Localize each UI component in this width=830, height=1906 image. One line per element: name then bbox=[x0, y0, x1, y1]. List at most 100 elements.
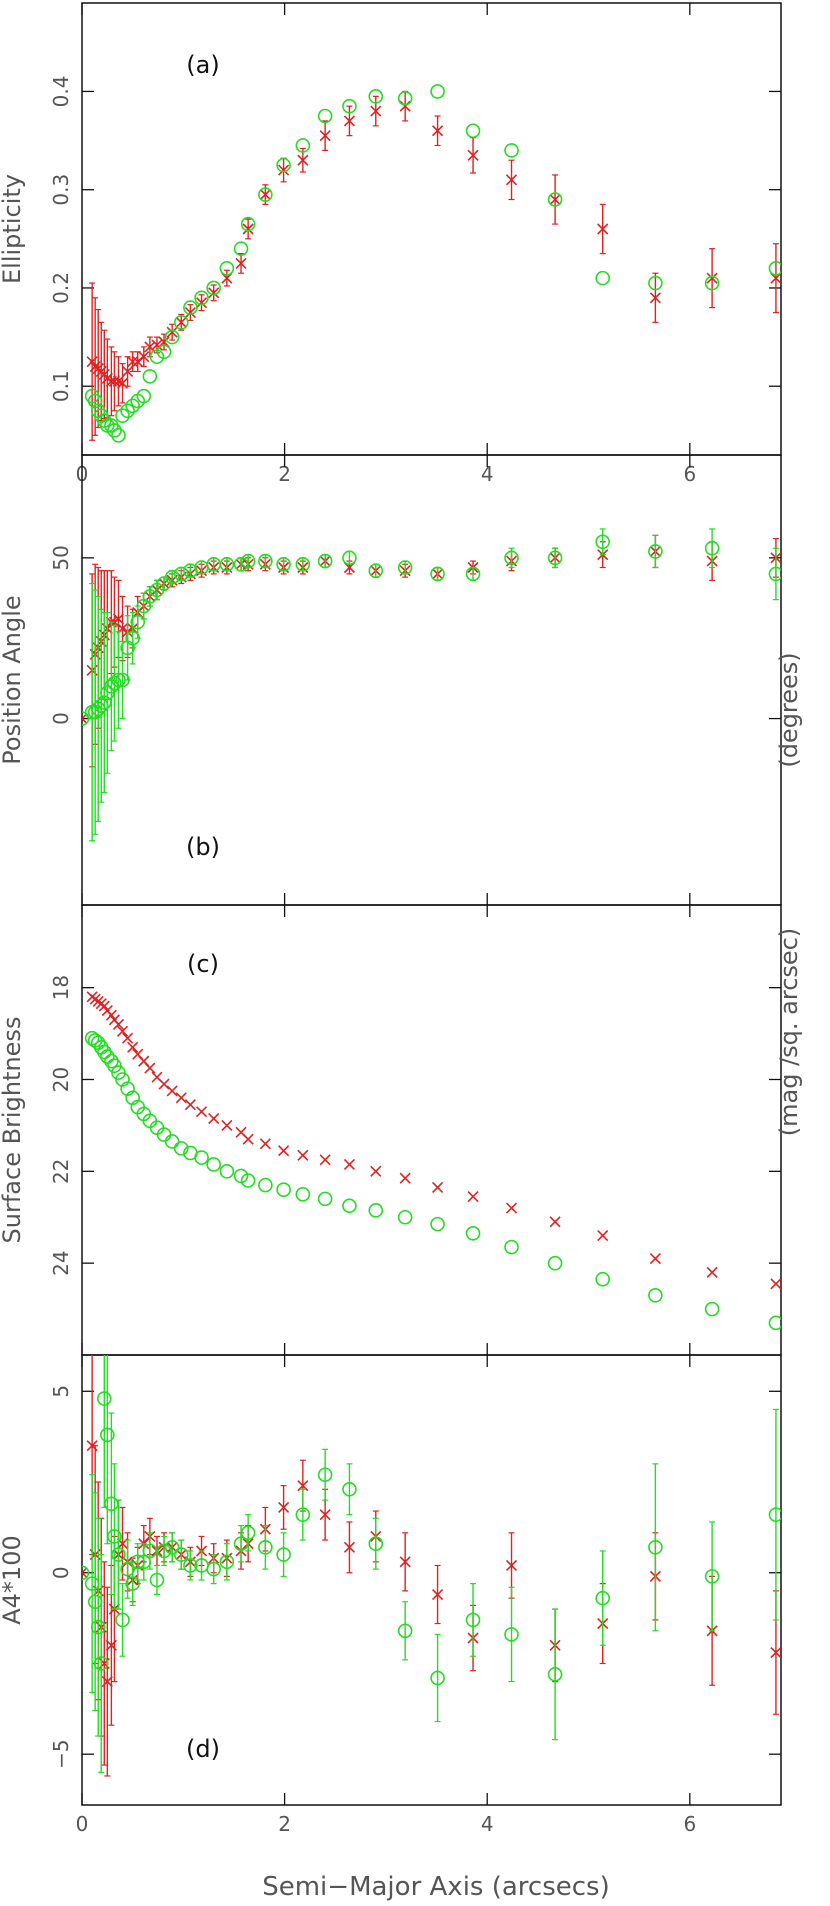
data-point-cross bbox=[127, 1041, 139, 1053]
data-point-circle bbox=[149, 1120, 165, 1136]
series-open-circle bbox=[84, 84, 781, 443]
data-point-cross bbox=[399, 1172, 411, 1184]
y-tick-label: 22 bbox=[49, 1159, 73, 1184]
data-point-circle bbox=[430, 1216, 445, 1232]
data-point-cross bbox=[399, 1556, 411, 1568]
data-point-circle bbox=[87, 393, 103, 409]
data-point-circle bbox=[240, 1173, 256, 1188]
data-point-cross bbox=[319, 1509, 331, 1521]
data-point-circle bbox=[156, 1127, 172, 1142]
data-point-cross bbox=[399, 100, 411, 112]
data-point-cross bbox=[208, 1112, 220, 1125]
data-point-circle bbox=[768, 1507, 781, 1522]
data-point-circle bbox=[233, 1168, 249, 1184]
data-point-circle bbox=[164, 1540, 180, 1555]
x-tick-label: 6 bbox=[683, 1812, 696, 1836]
data-point-cross bbox=[116, 1025, 129, 1037]
x-tick-label: 6 bbox=[683, 462, 696, 486]
data-point-circle bbox=[342, 550, 357, 566]
panels: 0.10.20.30.40 2 4 6Ellipticity(a)050Positio… bbox=[0, 2, 782, 1836]
data-point-circle bbox=[276, 1547, 291, 1562]
data-point-circle bbox=[317, 553, 333, 569]
data-point-circle bbox=[173, 1141, 189, 1156]
data-point-cross bbox=[112, 613, 125, 625]
data-point-cross bbox=[770, 1278, 781, 1290]
data-point-circle bbox=[240, 553, 256, 569]
y-tick-label: 5 bbox=[49, 1385, 73, 1398]
data-point-circle bbox=[183, 1558, 198, 1573]
data-point-circle bbox=[107, 1529, 122, 1544]
data-point-circle bbox=[704, 1569, 720, 1584]
data-point-cross bbox=[166, 1085, 178, 1097]
data-point-cross bbox=[278, 1145, 290, 1157]
data-point-circle bbox=[768, 261, 781, 276]
data-point-circle bbox=[120, 1561, 135, 1577]
data-point-circle bbox=[430, 566, 445, 582]
data-point-circle bbox=[595, 270, 611, 286]
data-point-cross bbox=[166, 326, 178, 338]
y-tick-label: 0 bbox=[49, 712, 73, 725]
data-point-cross bbox=[127, 356, 139, 368]
y-tick-label: 0.1 bbox=[49, 370, 73, 402]
data-layer bbox=[82, 1355, 781, 1777]
data-point-cross bbox=[122, 1032, 134, 1044]
data-point-circle bbox=[465, 566, 481, 582]
data-point-cross bbox=[158, 1078, 170, 1090]
data-point-cross bbox=[144, 341, 156, 353]
series-open-circle bbox=[82, 528, 781, 842]
data-point-cross bbox=[278, 164, 290, 176]
data-point-cross bbox=[706, 1266, 718, 1278]
panel-label: (c) bbox=[187, 950, 219, 978]
data-point-circle bbox=[276, 157, 291, 173]
x-tick-label: 2 bbox=[278, 1812, 291, 1836]
data-point-cross bbox=[370, 1165, 382, 1177]
data-point-circle bbox=[768, 566, 781, 582]
data-point-cross bbox=[597, 223, 609, 235]
data-point-cross bbox=[467, 149, 479, 161]
data-point-cross bbox=[343, 1158, 356, 1171]
data-point-circle bbox=[219, 261, 235, 276]
y-axis-label: Position Angle bbox=[0, 595, 26, 764]
data-point-circle bbox=[368, 563, 384, 579]
data-point-cross bbox=[297, 154, 309, 166]
data-point-circle bbox=[194, 1150, 209, 1165]
data-point-circle bbox=[295, 1186, 311, 1202]
data-point-cross bbox=[505, 174, 518, 186]
data-point-cross bbox=[259, 1138, 271, 1150]
data-point-circle bbox=[240, 1525, 256, 1541]
data-point-circle bbox=[219, 556, 235, 572]
data-point-circle bbox=[183, 300, 198, 315]
data-point-cross bbox=[297, 1480, 309, 1492]
x-tick-label: 2 bbox=[278, 462, 291, 486]
data-point-circle bbox=[317, 1191, 333, 1207]
data-point-circle bbox=[93, 1656, 109, 1671]
data-point-cross bbox=[144, 1062, 156, 1074]
data-point-cross bbox=[184, 306, 196, 319]
data-point-circle bbox=[164, 569, 180, 585]
data-point-cross bbox=[649, 1253, 661, 1265]
data-point-circle bbox=[206, 1157, 221, 1172]
data-point-cross bbox=[432, 1181, 444, 1193]
data-point-cross bbox=[278, 1501, 290, 1513]
data-point-circle bbox=[295, 556, 311, 572]
y-tick-label: 0.4 bbox=[49, 76, 73, 108]
data-point-circle bbox=[206, 280, 221, 296]
data-point-circle bbox=[107, 423, 122, 438]
data-point-cross bbox=[195, 297, 208, 309]
data-point-circle bbox=[219, 1164, 235, 1179]
data-point-circle bbox=[704, 540, 720, 556]
data-point-circle bbox=[595, 1590, 611, 1606]
series-x-cross bbox=[82, 534, 781, 768]
data-point-circle bbox=[504, 550, 519, 566]
data-point-circle bbox=[595, 534, 611, 550]
data-point-circle bbox=[465, 1226, 481, 1241]
data-point-circle bbox=[82, 711, 90, 726]
data-point-cross bbox=[221, 1119, 233, 1131]
x-tick-label: 4 bbox=[481, 462, 494, 486]
data-point-circle bbox=[142, 1543, 158, 1559]
y-axis-label: Ellipticity bbox=[0, 174, 26, 284]
data-point-circle bbox=[704, 1301, 720, 1317]
x-tick-label: 4 bbox=[481, 1812, 494, 1836]
panel-d: −5 0 5 0 2 4 6 A4*100 (d) bbox=[0, 1354, 782, 1836]
data-point-circle bbox=[295, 1507, 311, 1522]
